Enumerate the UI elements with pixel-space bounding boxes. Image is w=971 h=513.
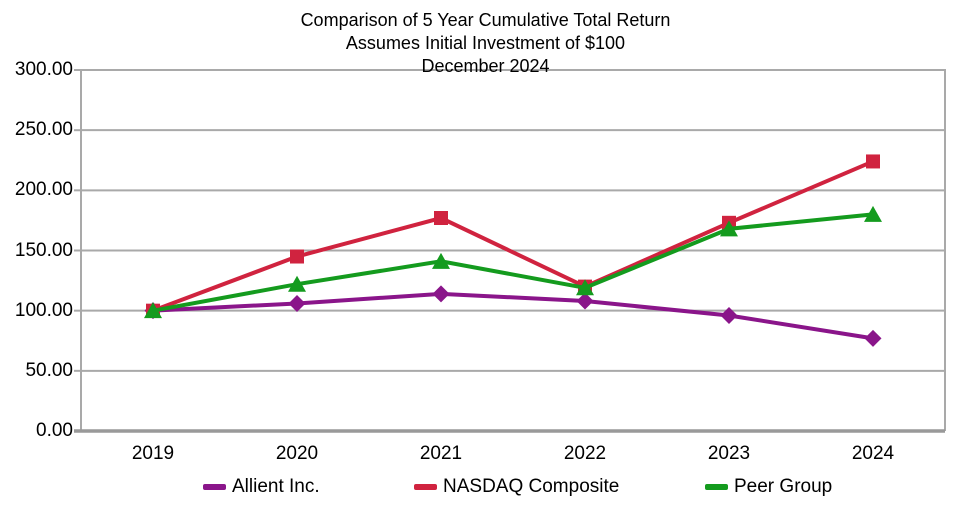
legend-swatch [414,484,437,490]
data-point-diamond [432,285,450,303]
legend-item-nasdaq-composite: NASDAQ Composite [414,476,619,498]
data-point-triangle [144,302,162,319]
series-line-triangle [152,212,874,313]
data-point-square [290,249,304,264]
data-point-diamond [288,294,306,312]
data-point-diamond [864,329,882,347]
y-tick-label: 0.00 [36,420,73,441]
x-tick-label: 2024 [851,443,895,464]
x-tick-label: 2023 [707,443,751,464]
data-point-diamond [576,292,594,310]
legend-item-allient-inc: Allient Inc. [203,476,320,498]
chart-title-line-2: Assumes Initial Investment of $100 [345,33,626,53]
series-line-square [152,159,874,313]
data-point-triangle [432,252,450,269]
x-tick-label: 2022 [563,443,607,464]
data-point-triangle [720,220,738,237]
chart-title: Comparison of 5 Year Cumulative Total Re… [0,9,971,78]
x-tick-label: 2020 [275,443,319,464]
legend-label: Allient Inc. [232,476,320,497]
y-tick-label: 150.00 [14,239,73,261]
x-tick-label: 2021 [419,443,463,464]
data-point-triangle [288,275,306,292]
legend-label: NASDAQ Composite [443,476,620,497]
y-tick-label: 50.00 [25,359,73,381]
legend-label: Peer Group [734,476,833,497]
y-tick-label: 200.00 [14,179,73,201]
data-point-diamond [720,306,738,324]
data-point-square [434,211,448,226]
data-point-triangle [864,205,882,222]
y-tick-label: 300.00 [14,59,73,80]
data-point-triangle [576,279,594,296]
legend-swatch [705,484,728,490]
plot-border [80,69,946,431]
legend-swatch [203,484,226,490]
x-tick-label: 2019 [131,443,175,464]
series-line-diamond [152,291,874,341]
chart-title-line-1: Comparison of 5 Year Cumulative Total Re… [300,10,671,30]
data-point-square [866,154,880,169]
y-tick-label: 100.00 [14,299,73,321]
legend-item-peer-group: Peer Group [705,476,832,498]
y-tick-label: 250.00 [14,119,73,141]
chart-title-line-3: December 2024 [421,56,550,76]
